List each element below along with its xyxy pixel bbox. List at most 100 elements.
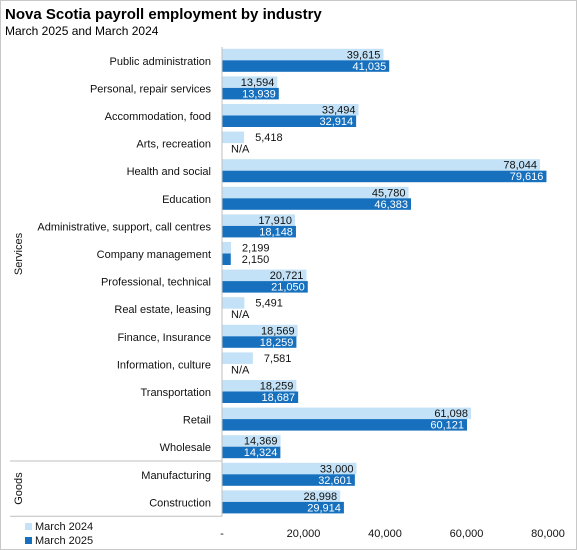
data-label: 18,687	[261, 392, 295, 404]
bar-march-2025	[222, 60, 390, 72]
category-label: Professional, technical	[101, 277, 211, 289]
bar-march-2025	[222, 115, 357, 127]
x-tick-label: 40,000	[368, 528, 402, 540]
bar-march-2025	[222, 87, 279, 100]
data-label: 28,998	[304, 491, 338, 503]
x-tick-label: 60,000	[450, 528, 484, 540]
bar-march-2025	[222, 170, 547, 183]
data-label: 14,369	[244, 436, 278, 448]
bar-march-2024	[222, 131, 245, 144]
category-label: Wholesale	[160, 442, 211, 454]
bar-march-2024	[222, 407, 471, 420]
category-labels: Public administration Personal, repair se…	[37, 56, 211, 510]
data-label: 13,594	[241, 77, 275, 89]
bar-march-2024	[222, 159, 541, 171]
category-label: Real estate, leasing	[114, 304, 211, 316]
bar-march-2025	[222, 501, 344, 514]
bar-march-2024	[222, 324, 298, 337]
bar-march-2025	[222, 225, 296, 238]
bar-march-2025	[222, 391, 299, 403]
category-label: Administrative, support, call centres	[37, 221, 211, 233]
data-label: 33,494	[322, 105, 356, 117]
data-label: 2,150	[242, 254, 270, 266]
data-label: 21,050	[271, 282, 305, 294]
legend: March 2024 March 2025	[25, 521, 93, 547]
x-tick-label: 20,000	[287, 528, 321, 540]
bars	[222, 48, 547, 514]
bar-march-2025	[222, 336, 297, 348]
data-label: 20,721	[270, 270, 304, 282]
bar-march-2024	[222, 380, 297, 392]
data-label: N/A	[231, 144, 250, 156]
data-label: 33,000	[320, 463, 354, 475]
category-label: Information, culture	[117, 359, 211, 371]
bar-march-2025	[222, 419, 467, 431]
bar-march-2024	[222, 462, 357, 475]
category-label: Personal, repair services	[90, 83, 212, 95]
bar-march-2025	[222, 198, 412, 210]
bar-march-2025	[222, 474, 355, 486]
data-label: 14,324	[244, 447, 278, 459]
bar-march-2025	[222, 253, 231, 265]
data-label: N/A	[231, 364, 250, 376]
category-label: Finance, Insurance	[117, 332, 211, 344]
bar-march-2025	[222, 446, 281, 459]
bar-march-2024	[222, 214, 295, 226]
data-label: 41,035	[353, 61, 387, 73]
data-label: 79,616	[510, 171, 544, 183]
x-tick-label: 80,000	[531, 528, 565, 540]
bar-march-2024	[222, 186, 409, 199]
data-label: 2,199	[242, 243, 270, 255]
bar-march-2024	[222, 242, 231, 254]
data-label: 61,098	[434, 408, 468, 420]
x-axis: - 20,000 40,000 60,000 80,000	[220, 47, 565, 540]
data-label: 18,259	[260, 337, 294, 349]
category-label: Manufacturing	[141, 470, 211, 482]
group-labels: Services Goods	[10, 232, 222, 517]
bar-march-2024	[222, 104, 359, 116]
category-label: Education	[162, 194, 211, 206]
category-label: Transportation	[140, 387, 211, 399]
category-label: Public administration	[110, 56, 212, 68]
data-label: 39,615	[347, 49, 381, 61]
legend-label: March 2025	[35, 535, 93, 547]
data-label: 29,914	[307, 502, 341, 514]
chart-title: Nova Scotia payroll employment by indust…	[5, 6, 322, 23]
bar-march-2024	[222, 435, 281, 447]
data-label: 32,914	[319, 116, 353, 128]
bar-march-2024	[222, 297, 245, 309]
category-label: Retail	[183, 415, 211, 427]
chart-subtitle: March 2025 and March 2024	[5, 24, 159, 38]
group-label: Goods	[13, 472, 25, 505]
data-label: 17,910	[258, 215, 292, 227]
data-label: 46,383	[374, 199, 408, 211]
bar-march-2024	[222, 352, 253, 364]
category-label: Health and social	[127, 166, 211, 178]
legend-swatch-march-2024	[25, 523, 32, 530]
x-tick-label: -	[220, 528, 224, 540]
data-label: 78,044	[503, 160, 537, 172]
bar-march-2024	[222, 269, 307, 282]
legend-label: March 2024	[35, 521, 93, 533]
data-label: 18,259	[260, 381, 294, 393]
data-label: 32,601	[318, 475, 352, 487]
category-label: Accommodation, food	[105, 111, 211, 123]
data-label: 60,121	[430, 420, 464, 432]
bar-march-2025	[222, 281, 308, 293]
data-label: N/A	[231, 309, 250, 321]
category-label: Company management	[97, 249, 211, 261]
data-label: 7,581	[264, 353, 292, 365]
data-label: 5,418	[255, 132, 283, 144]
legend-swatch-march-2025	[25, 537, 32, 544]
data-label: 18,569	[261, 325, 295, 337]
bar-march-2024	[222, 48, 384, 61]
data-label: 45,780	[372, 187, 406, 199]
category-label: Arts, recreation	[136, 139, 211, 151]
data-label: 18,148	[259, 226, 293, 238]
category-label: Construction	[149, 497, 211, 509]
bar-march-2024	[222, 76, 278, 88]
data-label: 5,491	[255, 298, 283, 310]
data-label: 13,939	[242, 88, 276, 100]
